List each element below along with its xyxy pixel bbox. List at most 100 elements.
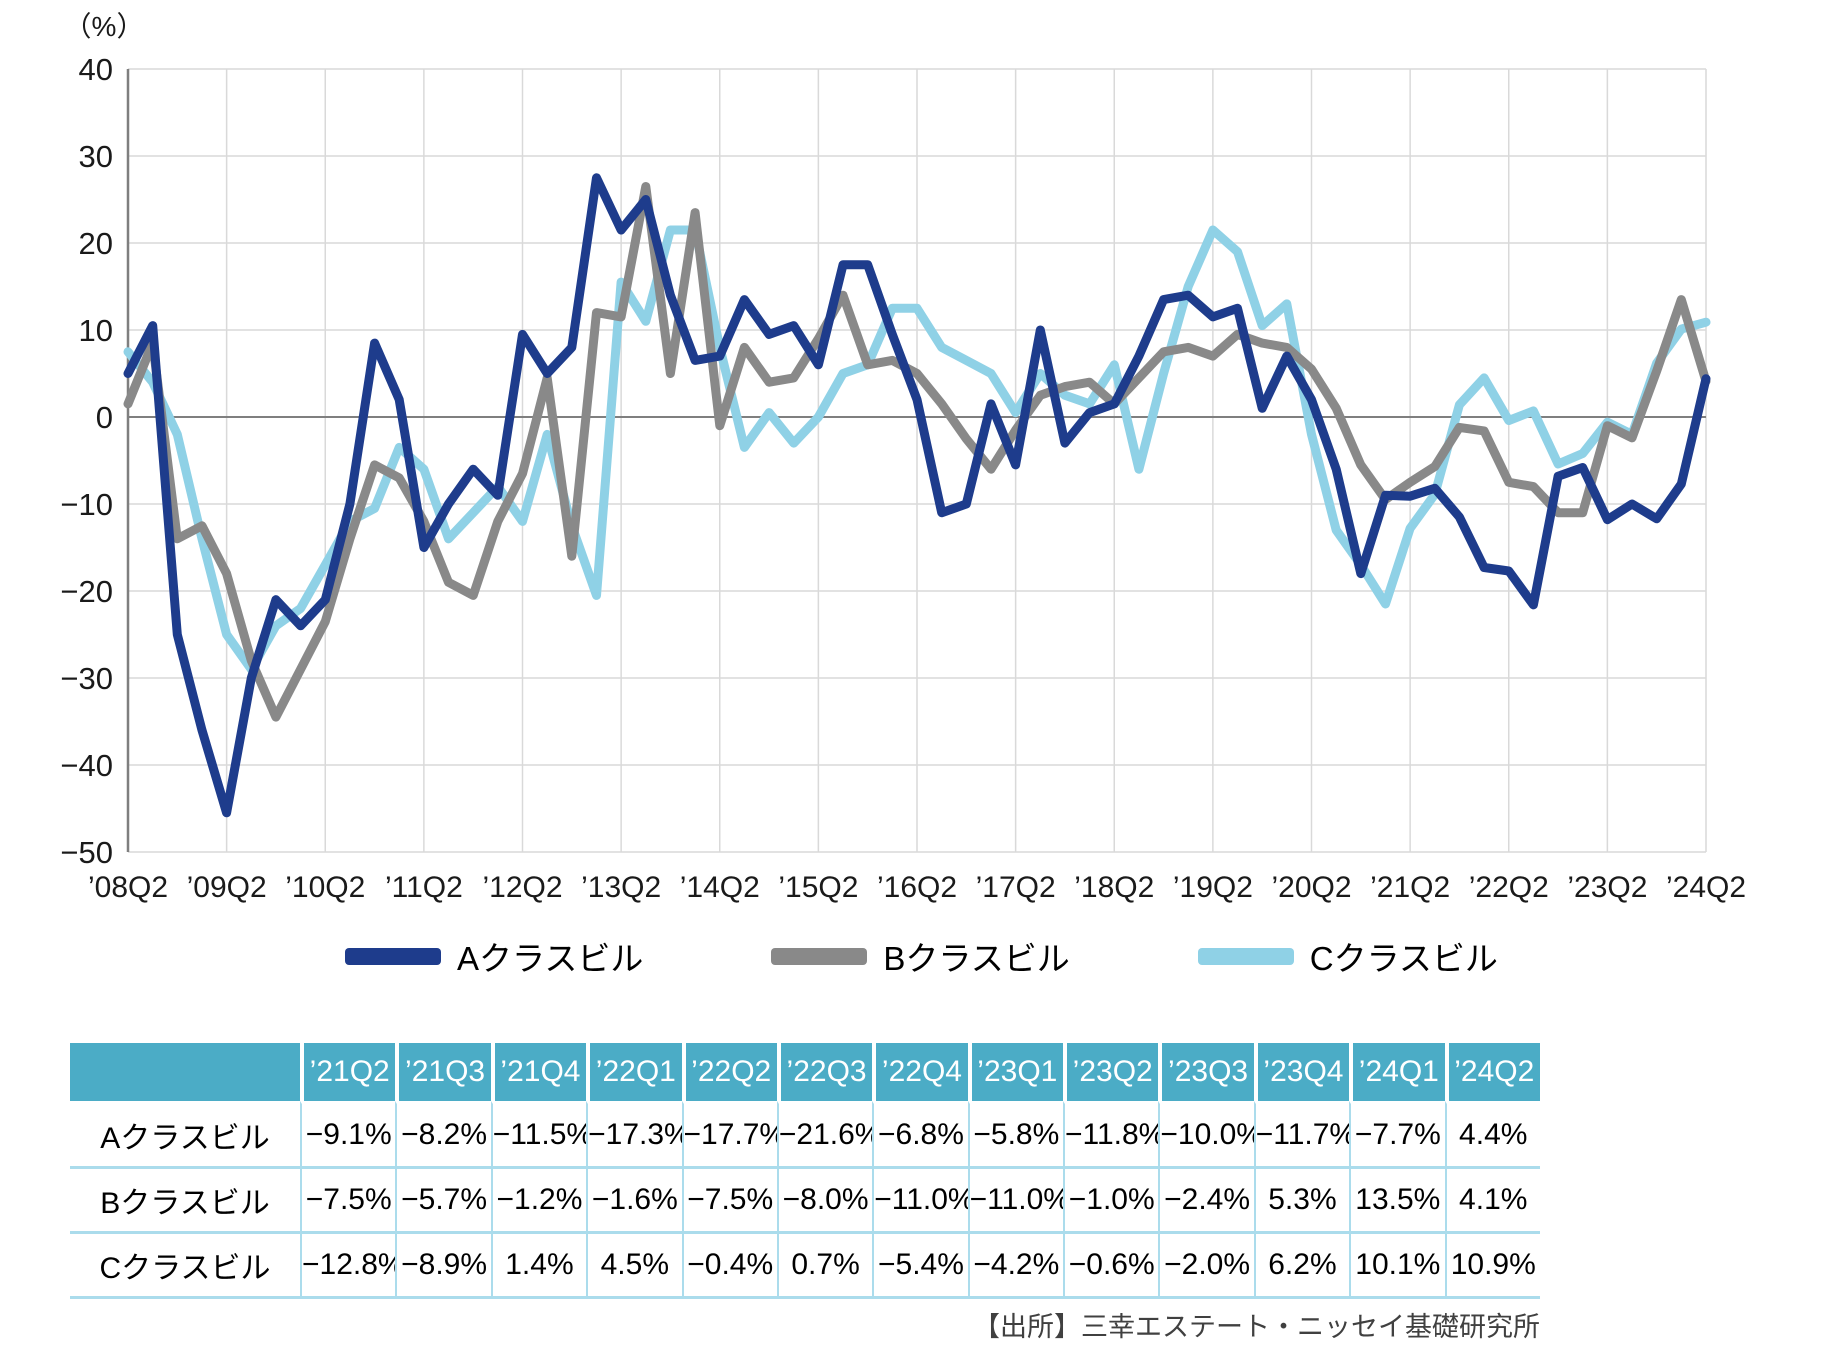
table-value-cell: 4.4% bbox=[1444, 1101, 1540, 1166]
table-column-header: ’24Q1 bbox=[1349, 1043, 1445, 1101]
table-value-cell: −8.0% bbox=[776, 1166, 873, 1231]
table-column-header: ’21Q4 bbox=[490, 1043, 587, 1101]
legend-label: Aクラスビル bbox=[457, 940, 644, 977]
table-row-label: Aクラスビル bbox=[70, 1101, 300, 1166]
table-value-cell: −0.6% bbox=[1063, 1231, 1159, 1299]
legend-label: Cクラスビル bbox=[1309, 940, 1498, 977]
x-axis-tick-label: ’15Q2 bbox=[778, 871, 858, 904]
table-row: Aクラスビル −9.1% −8.2% −11.5% −17.3% −17.7% −21.6%… bbox=[70, 1101, 1540, 1166]
legend-swatch-c bbox=[1197, 947, 1294, 965]
table-value-cell: −11.0% bbox=[967, 1166, 1063, 1231]
table-row-label: Bクラスビル bbox=[70, 1166, 300, 1231]
x-axis-tick-label: ’22Q2 bbox=[1469, 871, 1549, 904]
table-column-header: ’23Q3 bbox=[1158, 1043, 1254, 1101]
series-line-a bbox=[123, 173, 1711, 818]
y-axis-tick-label: 30 bbox=[79, 139, 113, 174]
data-table: ’21Q2’21Q3’21Q4’22Q1’22Q2’22Q3’22Q4’23Q1… bbox=[70, 1043, 1540, 1299]
table-value-cell: 10.9% bbox=[1444, 1231, 1540, 1299]
x-axis-tick-label: ’21Q2 bbox=[1370, 871, 1450, 904]
table-value-cell: −8.2% bbox=[395, 1101, 491, 1166]
table-value-cell: −6.8% bbox=[872, 1101, 968, 1166]
table-value-cell: −0.4% bbox=[681, 1231, 777, 1299]
x-axis-tick-label: ’20Q2 bbox=[1271, 871, 1351, 904]
table-value-cell: −17.7% bbox=[681, 1101, 777, 1166]
table-value-cell: 4.1% bbox=[1444, 1166, 1540, 1231]
table-value-cell: 13.5% bbox=[1349, 1166, 1445, 1231]
table-value-cell: −8.9% bbox=[395, 1231, 491, 1299]
table-value-cell: −7.5% bbox=[681, 1166, 777, 1231]
data-table-body: Aクラスビル −9.1% −8.2% −11.5% −17.3% −17.7% −21.6%… bbox=[70, 1101, 1540, 1299]
table-column-header: ’22Q3 bbox=[776, 1043, 873, 1101]
table-header-row: ’21Q2’21Q3’21Q4’22Q1’22Q2’22Q3’22Q4’23Q1… bbox=[70, 1043, 1540, 1101]
table-column-header: ’21Q2 bbox=[300, 1043, 396, 1101]
table-value-cell: −21.6% bbox=[776, 1101, 873, 1166]
table-value-cell: −2.4% bbox=[1158, 1166, 1254, 1231]
table-value-cell: −4.2% bbox=[967, 1231, 1063, 1299]
y-axis-tick-label: −40 bbox=[60, 748, 113, 783]
table-value-cell: 0.7% bbox=[776, 1231, 873, 1299]
source-note: 【出所】三幸エステート・ニッセイ基礎研究所 bbox=[973, 1312, 1540, 1342]
y-axis-unit-label: （%） bbox=[64, 11, 145, 42]
table-value-cell: −10.0% bbox=[1158, 1101, 1254, 1166]
table-value-cell: −1.6% bbox=[586, 1166, 682, 1231]
data-table-wrap: ’21Q2’21Q3’21Q4’22Q1’22Q2’22Q3’22Q4’23Q1… bbox=[70, 1043, 1540, 1299]
table-value-cell: −9.1% bbox=[300, 1101, 396, 1166]
table-value-cell: −11.8% bbox=[1063, 1101, 1159, 1166]
table-column-header: ’23Q4 bbox=[1253, 1043, 1350, 1101]
table-value-cell: −1.0% bbox=[1063, 1166, 1159, 1231]
y-axis-tick-label: 0 bbox=[96, 400, 113, 435]
table-value-cell: −11.5% bbox=[490, 1101, 587, 1166]
y-axis-tick-label: −20 bbox=[60, 574, 113, 609]
x-axis-tick-label: ’18Q2 bbox=[1074, 871, 1154, 904]
x-axis-tick-label: ’12Q2 bbox=[482, 871, 562, 904]
x-axis-tick-label: ’17Q2 bbox=[976, 871, 1056, 904]
table-column-header: ’24Q2 bbox=[1444, 1043, 1540, 1101]
y-axis-tick-label: −50 bbox=[60, 835, 113, 870]
table-value-cell: −5.7% bbox=[395, 1166, 491, 1231]
legend-label: Bクラスビル bbox=[883, 940, 1070, 977]
x-axis-tick-label: ’24Q2 bbox=[1666, 871, 1746, 904]
legend-item-b: Bクラスビル bbox=[771, 932, 1070, 980]
table-value-cell: 1.4% bbox=[490, 1231, 587, 1299]
table-value-cell: −12.8% bbox=[300, 1231, 396, 1299]
table-value-cell: −1.2% bbox=[490, 1166, 587, 1231]
table-column-header: ’22Q4 bbox=[872, 1043, 968, 1101]
table-value-cell: 10.1% bbox=[1349, 1231, 1445, 1299]
chart-legend: Aクラスビル Bクラスビル Cクラスビル bbox=[0, 932, 1843, 980]
legend-swatch-a bbox=[345, 947, 442, 965]
table-row: Bクラスビル −7.5% −5.7% −1.2% −1.6% −7.5% −8.0% −11.… bbox=[70, 1166, 1540, 1231]
y-axis-tick-label: 40 bbox=[79, 52, 113, 87]
y-axis-tick-label: −30 bbox=[60, 661, 113, 696]
table-value-cell: −7.7% bbox=[1349, 1101, 1445, 1166]
x-axis-tick-label: ’16Q2 bbox=[877, 871, 957, 904]
series-line-c bbox=[123, 225, 1711, 674]
line-chart: 40 30 20 10 0 −10 −20 −30 −40 −50 （%） ’08Q2 ’09Q2 ’10… bbox=[60, 11, 1746, 904]
x-axis-tick-label: ’10Q2 bbox=[285, 871, 365, 904]
table-value-cell: 4.5% bbox=[586, 1231, 682, 1299]
legend-item-a: Aクラスビル bbox=[345, 932, 643, 980]
x-axis-tick-label: ’13Q2 bbox=[581, 871, 661, 904]
table-value-cell: −7.5% bbox=[300, 1166, 396, 1231]
x-axis-tick-label: ’11Q2 bbox=[385, 871, 463, 904]
x-axis-tick-label: ’09Q2 bbox=[187, 871, 267, 904]
table-value-cell: −11.7% bbox=[1253, 1101, 1350, 1166]
x-axis-tick-label: ’14Q2 bbox=[680, 871, 760, 904]
table-column-header: ’23Q2 bbox=[1063, 1043, 1159, 1101]
table-value-cell: −17.3% bbox=[586, 1101, 682, 1166]
chart-svg: 40 30 20 10 0 −10 −20 −30 −40 −50 （%） ’08Q2 ’09Q2 ’10… bbox=[60, 11, 1746, 904]
table-row: Cクラスビル −12.8% −8.9% 1.4% 4.5% −0.4% 0.7% −5.4% −… bbox=[70, 1231, 1540, 1299]
table-value-cell: −5.8% bbox=[967, 1101, 1063, 1166]
data-table-header: ’21Q2’21Q3’21Q4’22Q1’22Q2’22Q3’22Q4’23Q1… bbox=[70, 1043, 1540, 1101]
table-value-cell: −11.0% bbox=[872, 1166, 968, 1231]
y-axis-tick-label: −10 bbox=[60, 487, 113, 522]
legend-item-c: Cクラスビル bbox=[1197, 932, 1498, 980]
x-axis-tick-label: ’23Q2 bbox=[1567, 871, 1647, 904]
series-line-b bbox=[123, 182, 1711, 722]
table-corner-cell bbox=[70, 1043, 300, 1101]
table-value-cell: −2.0% bbox=[1158, 1231, 1254, 1299]
x-axis-tick-label: ’08Q2 bbox=[88, 871, 168, 904]
y-axis-tick-label: 10 bbox=[79, 313, 113, 348]
legend-swatch-b bbox=[771, 947, 868, 965]
y-axis-tick-label: 20 bbox=[79, 226, 113, 261]
table-column-header: ’21Q3 bbox=[395, 1043, 491, 1101]
